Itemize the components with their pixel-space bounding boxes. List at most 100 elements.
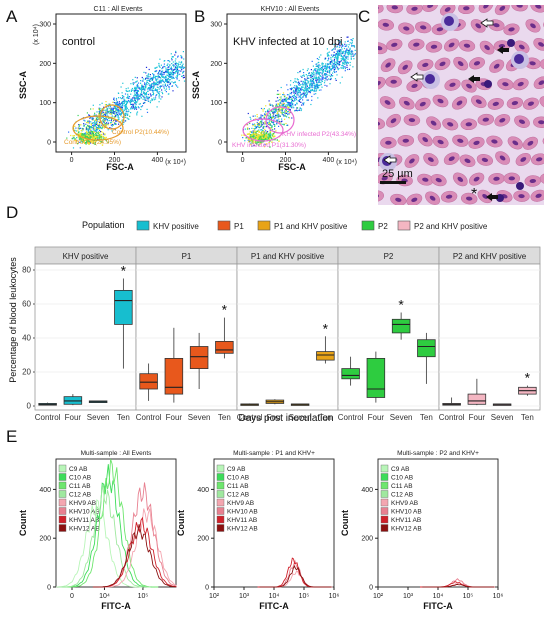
event-dot (265, 126, 267, 128)
event-dot (121, 92, 123, 94)
event-dot (90, 141, 92, 143)
event-dot (140, 108, 142, 111)
event-dot (78, 127, 80, 129)
legend-label: C9 AB (391, 466, 409, 473)
event-dot (307, 68, 309, 70)
event-dot (329, 75, 331, 77)
event-dot (171, 68, 173, 70)
event-dot (165, 79, 167, 81)
event-dot (161, 75, 163, 77)
erythrocyte (386, 113, 401, 128)
event-dot (320, 72, 322, 74)
event-dot (308, 72, 310, 74)
event-dot (86, 121, 88, 124)
event-dot (319, 75, 321, 77)
event-dot (80, 124, 82, 126)
event-dot (268, 115, 270, 117)
event-dot (299, 107, 301, 109)
event-dot (333, 58, 336, 60)
event-dot (169, 75, 171, 77)
event-dot (284, 112, 286, 114)
event-dot (327, 63, 329, 65)
event-dot (293, 91, 295, 93)
erythrocyte (443, 152, 460, 166)
event-dot (254, 129, 256, 131)
legend-label: C10 AB (391, 475, 413, 482)
histogram-series-line (58, 485, 151, 588)
event-dot (262, 137, 264, 140)
event-dot (152, 91, 154, 93)
event-dot (298, 91, 300, 93)
event-dot (271, 117, 273, 119)
event-dot (275, 109, 277, 111)
event-dot (248, 140, 250, 143)
event-dot (347, 36, 349, 38)
event-dot (286, 124, 288, 126)
event-dot (92, 127, 94, 129)
histogram-series-line (62, 464, 155, 588)
event-dot (309, 92, 311, 94)
erythrocyte (459, 154, 476, 168)
event-dot (104, 120, 106, 122)
erythrocyte (497, 78, 514, 91)
event-dot (328, 74, 330, 76)
event-dot (256, 136, 259, 139)
erythrocyte-nucleus (378, 81, 381, 86)
event-dot (81, 134, 83, 136)
event-dot (307, 90, 309, 92)
event-dot (160, 82, 162, 84)
event-dot (264, 128, 266, 130)
x-tick-label: Control (439, 413, 465, 422)
event-dot (103, 114, 105, 116)
event-dot (158, 92, 160, 94)
y-axis-label-d: Percentage of blood leukocytes (8, 257, 18, 383)
erythrocyte-nucleus (527, 140, 534, 146)
event-dot (136, 112, 138, 114)
event-dot (280, 112, 282, 114)
event-dot (337, 40, 339, 42)
event-dot (270, 137, 272, 139)
box (240, 403, 259, 406)
event-dot (303, 94, 306, 96)
micrograph-cells (378, 5, 544, 205)
erythrocyte (503, 172, 521, 185)
event-dot (83, 125, 85, 127)
event-dot (146, 97, 148, 99)
event-dot (142, 85, 144, 87)
event-dot (150, 100, 152, 102)
event-dot (175, 63, 177, 65)
event-dot (85, 131, 88, 133)
event-dot (283, 96, 286, 98)
event-dot (140, 80, 142, 82)
event-dot (84, 134, 86, 136)
event-dot (85, 126, 88, 128)
event-dot (117, 104, 120, 106)
event-dot (298, 90, 301, 92)
event-dot (261, 131, 264, 133)
event-dot (127, 99, 129, 102)
erythrocyte (397, 134, 415, 147)
event-dot (156, 106, 158, 108)
event-dot (130, 93, 132, 95)
event-dot (130, 100, 132, 102)
event-dot (304, 82, 306, 84)
event-dot (128, 90, 130, 92)
event-dot (85, 129, 87, 131)
event-dot (334, 48, 336, 50)
legend-swatch (58, 473, 67, 481)
event-dot (147, 77, 149, 79)
event-dot (311, 99, 313, 101)
event-dot (295, 97, 297, 99)
event-dot (247, 139, 249, 141)
event-dot (291, 95, 294, 98)
event-dot (271, 104, 273, 106)
event-dot (176, 71, 178, 73)
x-tick-label: Ten (319, 413, 332, 422)
event-dot (155, 83, 157, 86)
panel-c: C 25 µm * (358, 5, 544, 205)
erythrocyte (460, 192, 478, 205)
event-dot (313, 84, 315, 86)
event-dot (292, 95, 294, 97)
legend-label: C11 AB (69, 483, 91, 490)
